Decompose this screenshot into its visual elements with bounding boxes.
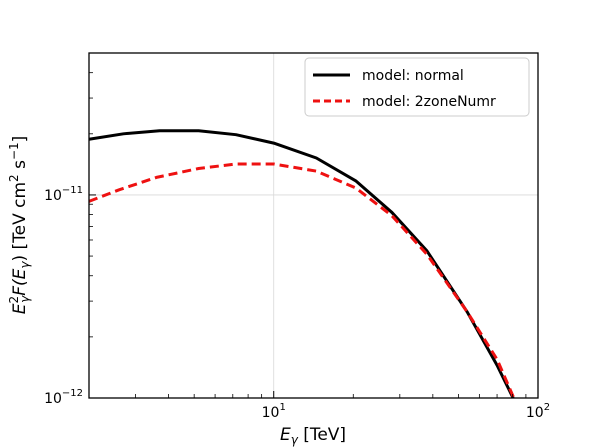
ticks-layer: 101 102 10−12 10−11 [44, 52, 550, 421]
series-line-normal [88, 129, 515, 399]
x-tick-label: 102 [526, 402, 550, 421]
legend-label-2zone: model: 2zoneNumr [362, 94, 496, 110]
y-tick-label: 10−12 [44, 388, 83, 407]
series-layer [88, 129, 516, 399]
plot-frame [88, 52, 539, 399]
series-line-2zone [88, 162, 516, 399]
legend: model: normal model: 2zoneNumr [304, 57, 530, 117]
legend-label-normal: model: normal [362, 68, 464, 84]
y-axis-title: E2γF(Eγ) [TeV cm2 s−1] [7, 136, 32, 315]
y-tick-label: 10−11 [44, 185, 83, 204]
x-axis-title: Eγ [TeV] [280, 425, 346, 447]
x-tick-label: 101 [262, 402, 286, 421]
legend-box [304, 57, 530, 117]
